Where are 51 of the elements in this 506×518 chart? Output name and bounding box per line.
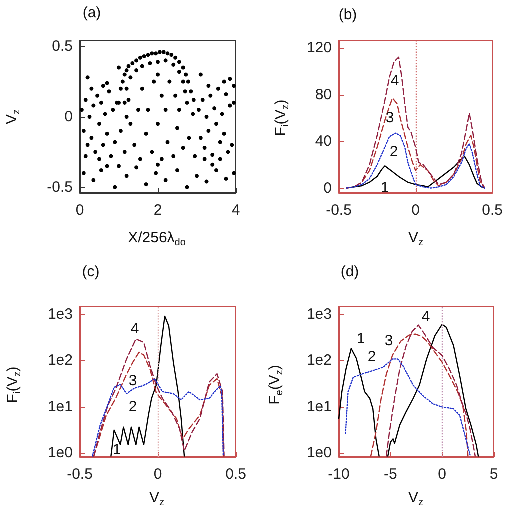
series-label: 3 [386, 110, 394, 126]
x-axis-title: V$_{z}$ [408, 490, 424, 508]
line-series [370, 334, 469, 457]
series-label: 1 [356, 330, 366, 348]
x-tick-label: 0 [76, 202, 84, 219]
x-tick-label: 0 [438, 466, 447, 483]
y-tick-label: 120 [306, 40, 332, 57]
y-tick-label: 0 [64, 108, 73, 126]
line-series [386, 324, 476, 457]
x-axis-title: X/256λ$_{do}$ [128, 230, 186, 248]
chart-title: (a) [82, 4, 102, 22]
x-axis-title: V$_{z}$ [408, 230, 424, 248]
line-series [110, 316, 186, 457]
x-tick-label: 0.5 [226, 466, 246, 483]
y-tick-label: 1e2 [306, 352, 332, 370]
y-tick-label: 1e3 [306, 306, 332, 323]
x-tick-label: 4 [232, 202, 240, 219]
y-tick-label: 1e3 [48, 306, 73, 323]
y-tick-label: 1e0 [306, 444, 332, 462]
x-tick-label: -10 [328, 466, 350, 483]
x-tick-label: -5 [384, 466, 398, 483]
x-tick-label: 2 [154, 202, 162, 219]
y-tick-label: 80 [315, 86, 332, 104]
series-label: 2 [368, 348, 376, 366]
y-tick-label: 0 [324, 180, 332, 197]
series-label: 2 [390, 144, 398, 160]
chart-title: (b) [338, 6, 358, 24]
series-label: 4 [422, 308, 430, 326]
y-tick-label: 1e0 [48, 444, 73, 462]
y-tick-label: 1e2 [48, 352, 73, 370]
series-label: 3 [128, 372, 138, 390]
x-tick-label: -0.5 [326, 202, 352, 219]
series-label: 2 [128, 398, 138, 416]
y-tick-label: 1e1 [306, 398, 332, 416]
x-tick-label: 0 [412, 202, 420, 219]
chart-title: (c) [82, 264, 100, 280]
series-label: 4 [390, 72, 400, 90]
series-label: 4 [130, 320, 140, 338]
x-tick-label: -0.5 [67, 466, 93, 483]
series-label: 1 [112, 442, 122, 458]
x-tick-label: 0.5 [482, 202, 504, 219]
series-label: 3 [384, 332, 394, 350]
y-tick-label: 1e1 [48, 398, 73, 416]
x-tick-label: 5 [490, 466, 498, 483]
x-tick-label: 0 [154, 466, 162, 483]
y-tick-label: -0.5 [47, 178, 73, 196]
chart-title: (d) [340, 264, 360, 280]
series-label: 1 [380, 180, 390, 196]
x-axis-title: V$_{z}$ [149, 490, 165, 508]
y-tick-label: 0.5 [52, 38, 73, 56]
y-tick-label: 40 [315, 133, 332, 150]
